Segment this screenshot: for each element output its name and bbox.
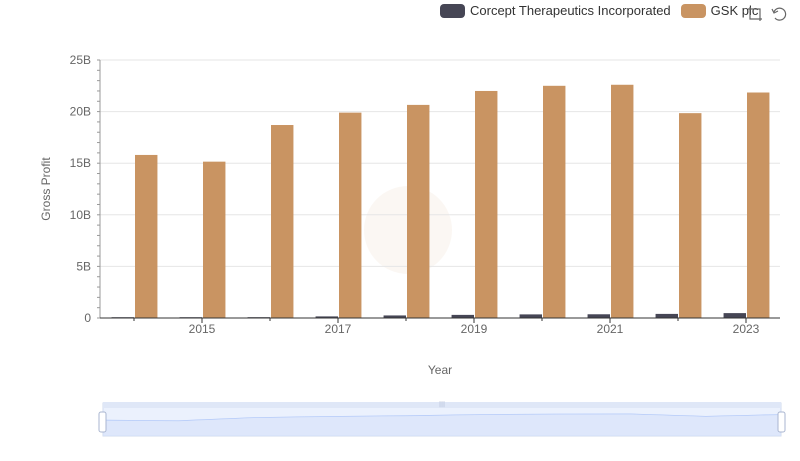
y-tick-label: 20B bbox=[70, 105, 91, 119]
bar-corcept-2018[interactable] bbox=[383, 315, 406, 318]
data-zoom-selection[interactable] bbox=[103, 403, 781, 436]
bar-gsk-2016[interactable] bbox=[271, 125, 294, 319]
bar-gsk-2020[interactable] bbox=[543, 85, 566, 318]
y-axis-title: Gross Profit bbox=[39, 157, 53, 221]
x-axis-title: Year bbox=[428, 363, 452, 377]
data-zoom-grip-icon: ||| bbox=[439, 401, 445, 408]
bar-gsk-2018[interactable] bbox=[407, 104, 430, 318]
y-tick-label: 0 bbox=[84, 311, 91, 325]
bar-corcept-2021[interactable] bbox=[587, 314, 610, 318]
y-tick-label: 5B bbox=[76, 259, 91, 273]
x-tick-label: 2021 bbox=[597, 322, 624, 336]
bar-corcept-2020[interactable] bbox=[519, 314, 542, 318]
restore-icon[interactable] bbox=[771, 6, 787, 22]
bar-corcept-2019[interactable] bbox=[451, 314, 474, 318]
x-tick-label: 2017 bbox=[325, 322, 352, 336]
legend-swatch-gsk bbox=[680, 3, 706, 18]
zoom-icon[interactable] bbox=[747, 6, 763, 22]
legend-swatch-corcept bbox=[440, 3, 465, 18]
y-tick-label: 15B bbox=[70, 156, 91, 170]
x-tick-label: 2015 bbox=[189, 322, 216, 336]
data-zoom-handle-left[interactable] bbox=[98, 411, 107, 433]
chart-legend: Corcept Therapeutics Incorporated GSK pl… bbox=[440, 3, 758, 18]
chart-toolbox bbox=[747, 6, 787, 22]
bar-gsk-2021[interactable] bbox=[611, 84, 634, 318]
bar-gsk-2015[interactable] bbox=[203, 161, 226, 318]
x-tick-label: 2023 bbox=[733, 322, 760, 336]
bar-corcept-2022[interactable] bbox=[655, 313, 678, 318]
bar-gsk-2014[interactable] bbox=[135, 154, 158, 318]
bar-gsk-2022[interactable] bbox=[679, 113, 702, 318]
data-zoom-handle-right[interactable] bbox=[777, 411, 786, 433]
bar-corcept-2023[interactable] bbox=[723, 313, 746, 318]
bar-gsk-2019[interactable] bbox=[475, 90, 498, 319]
x-tick-label: 2019 bbox=[461, 322, 488, 336]
bar-gsk-2023[interactable] bbox=[747, 92, 770, 319]
y-tick-label: 25B bbox=[70, 53, 91, 67]
bar-gsk-2017[interactable] bbox=[339, 112, 362, 319]
legend-item-gsk[interactable]: GSK plc bbox=[680, 3, 759, 18]
bar-corcept-2017[interactable] bbox=[315, 316, 338, 318]
legend-item-corcept[interactable]: Corcept Therapeutics Incorporated bbox=[440, 3, 671, 18]
data-zoom-preview-area bbox=[103, 414, 781, 436]
y-tick-label: 10B bbox=[70, 208, 91, 222]
data-zoom-move-bar[interactable] bbox=[103, 402, 781, 408]
legend-label-corcept: Corcept Therapeutics Incorporated bbox=[470, 3, 671, 18]
legend-label-gsk: GSK plc bbox=[710, 3, 759, 18]
